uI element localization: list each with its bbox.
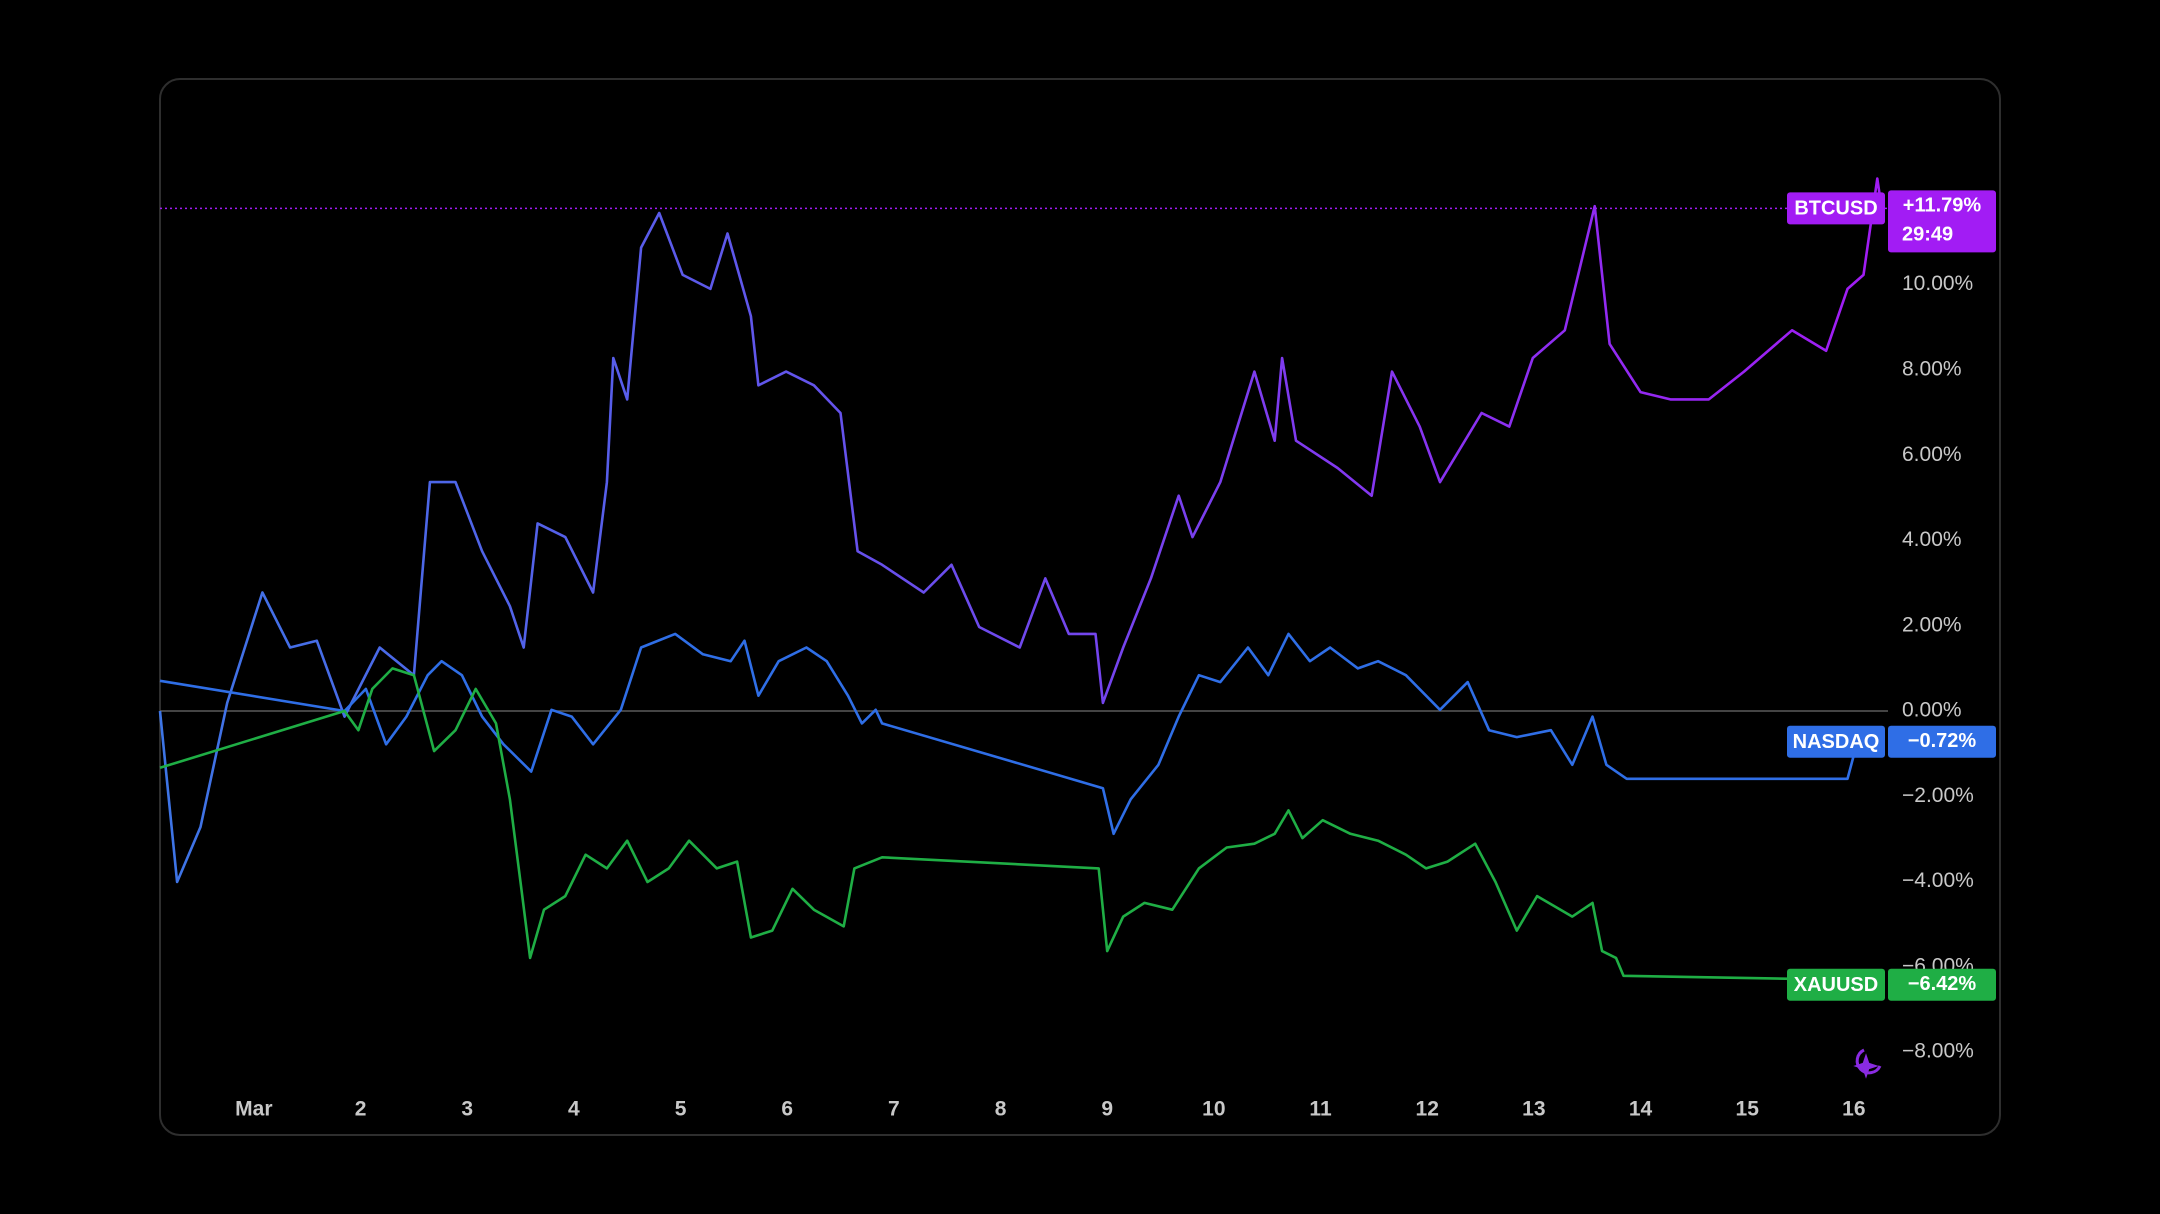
y-tick-label: −4.00% — [1902, 869, 1974, 892]
x-tick-label: 2 — [355, 1098, 367, 1121]
x-tick-label: 6 — [781, 1098, 793, 1121]
logo-icon — [1853, 1048, 1882, 1079]
y-tick-label: 0.00% — [1902, 699, 1962, 722]
y-tick-label: −2.00% — [1902, 784, 1974, 807]
series-line — [159, 632, 1863, 836]
x-tick-label: Mar — [235, 1098, 272, 1121]
name-tag: XAUUSD — [1794, 974, 1878, 996]
y-tick-label: 6.00% — [1902, 443, 1962, 466]
value-tag: −6.42% — [1908, 973, 1977, 995]
name-tag: NASDAQ — [1793, 731, 1880, 753]
name-tag-bg — [1787, 192, 1885, 225]
countdown: 29:49 — [1902, 224, 1953, 246]
x-tick-label: 4 — [568, 1098, 580, 1121]
x-tick-label: 7 — [888, 1098, 900, 1121]
x-tick-label: 10 — [1202, 1098, 1225, 1121]
y-tick-label: −8.00% — [1902, 1040, 1974, 1063]
value-tag-bg — [1888, 190, 1996, 253]
y-tick-label: 2.00% — [1902, 613, 1962, 636]
x-tick-label: 13 — [1522, 1098, 1545, 1121]
x-tick-label: 8 — [995, 1098, 1007, 1121]
x-tick-label: 14 — [1629, 1098, 1653, 1121]
value-tag-bg — [1888, 725, 1996, 758]
x-tick-label: 9 — [1101, 1098, 1113, 1121]
value-tag: −0.72% — [1908, 730, 1977, 752]
y-tick-label: 8.00% — [1902, 357, 1962, 380]
x-tick-label: 12 — [1416, 1098, 1439, 1121]
name-tag-bg — [1787, 968, 1885, 1001]
series-line — [158, 177, 1883, 884]
x-tick-label: 15 — [1736, 1098, 1760, 1121]
price-tag: NASDAQ −0.72% — [1787, 725, 1996, 758]
chart-frame — [159, 78, 2001, 1136]
x-tick-label: 16 — [1842, 1098, 1865, 1121]
name-tag: BTCUSD — [1794, 198, 1877, 220]
x-tick-label: 11 — [1309, 1098, 1332, 1121]
price-tag: BTCUSD +11.79% 29:49 — [1787, 190, 1996, 253]
value-tag-bg — [1888, 968, 1996, 1001]
y-tick-label: 10.00% — [1902, 272, 1973, 295]
series-line — [159, 667, 1856, 987]
name-tag-bg — [1787, 725, 1885, 758]
y-tick-label: 4.00% — [1902, 528, 1962, 551]
value-tag: +11.79% — [1903, 195, 1982, 217]
x-tick-label: 5 — [675, 1098, 687, 1121]
price-tag: XAUUSD −6.42% — [1787, 968, 1996, 1001]
x-tick-label: 3 — [461, 1098, 473, 1121]
